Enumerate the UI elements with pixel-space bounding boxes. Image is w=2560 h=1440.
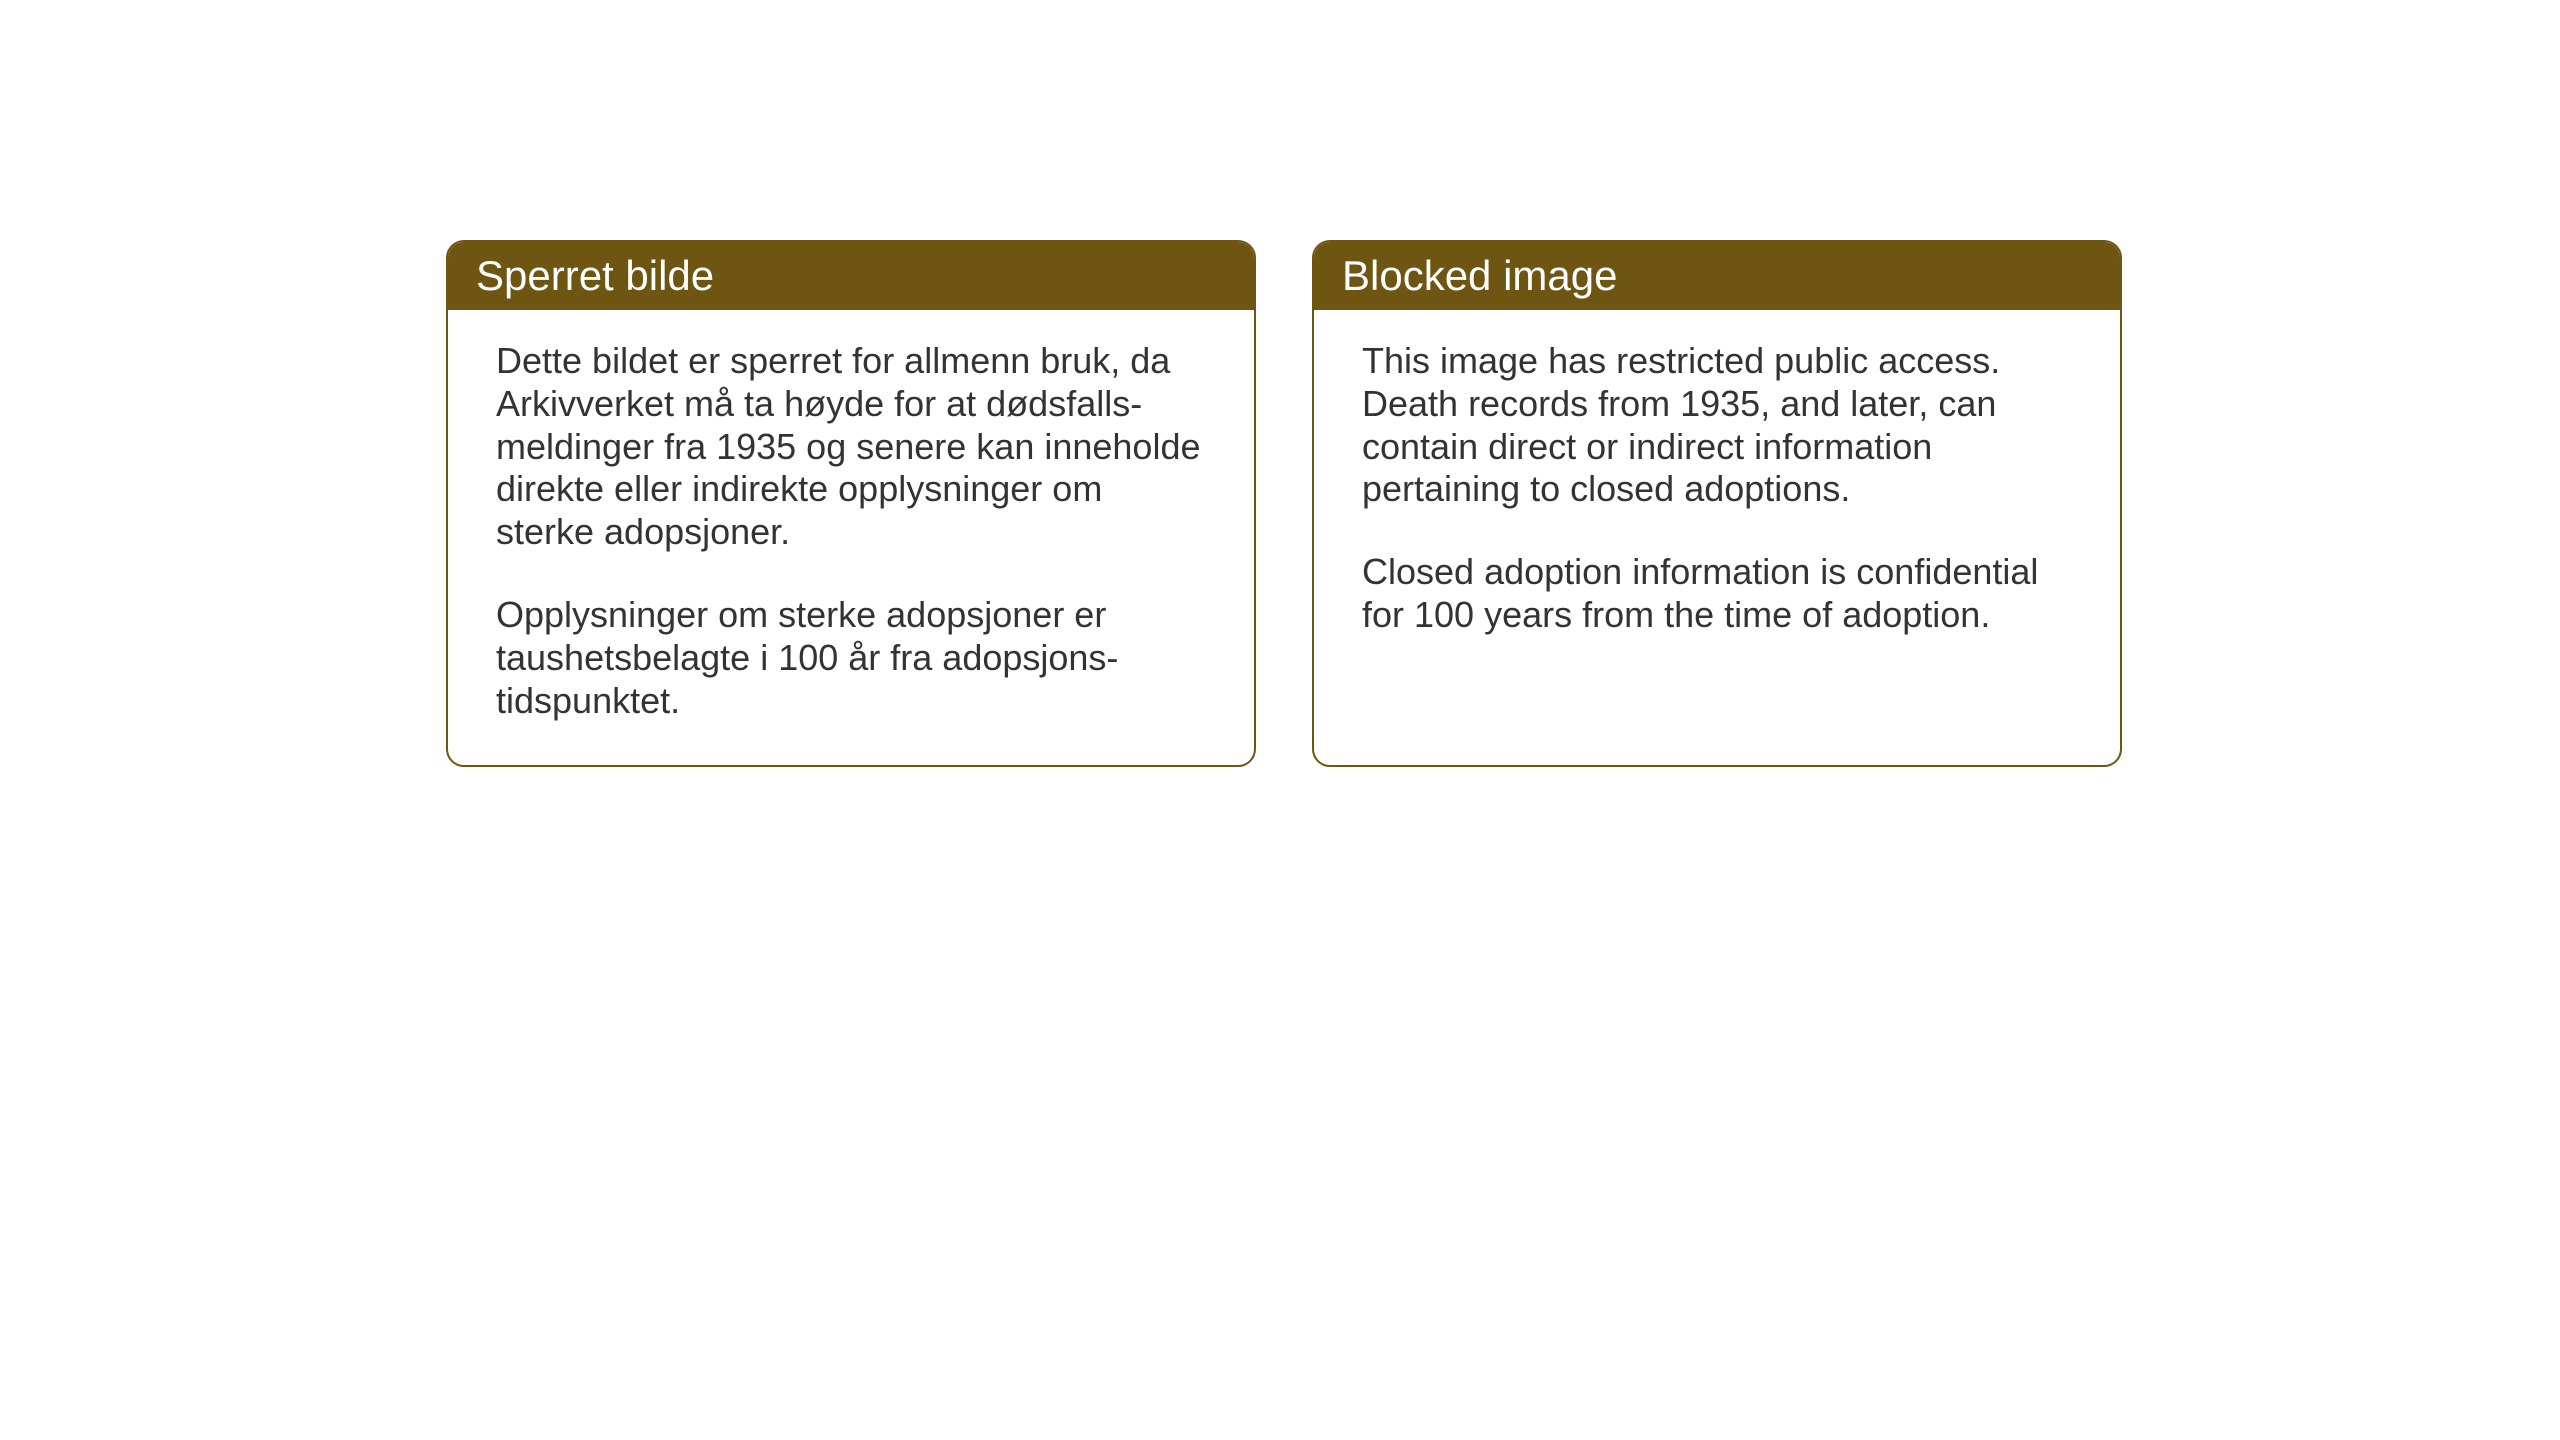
card-body-english: This image has restricted public access.… bbox=[1314, 310, 2120, 679]
card-body-norwegian: Dette bildet er sperret for allmenn bruk… bbox=[448, 310, 1254, 765]
paragraph-norwegian-1: Dette bildet er sperret for allmenn bruk… bbox=[496, 340, 1206, 554]
card-english: Blocked image This image has restricted … bbox=[1312, 240, 2122, 767]
card-header-norwegian: Sperret bilde bbox=[448, 242, 1254, 310]
card-norwegian: Sperret bilde Dette bildet er sperret fo… bbox=[446, 240, 1256, 767]
paragraph-english-2: Closed adoption information is confident… bbox=[1362, 551, 2072, 637]
paragraph-norwegian-2: Opplysninger om sterke adopsjoner er tau… bbox=[496, 594, 1206, 722]
card-title-english: Blocked image bbox=[1342, 252, 1617, 299]
card-header-english: Blocked image bbox=[1314, 242, 2120, 310]
cards-container: Sperret bilde Dette bildet er sperret fo… bbox=[446, 240, 2122, 767]
paragraph-english-1: This image has restricted public access.… bbox=[1362, 340, 2072, 511]
card-title-norwegian: Sperret bilde bbox=[476, 252, 714, 299]
